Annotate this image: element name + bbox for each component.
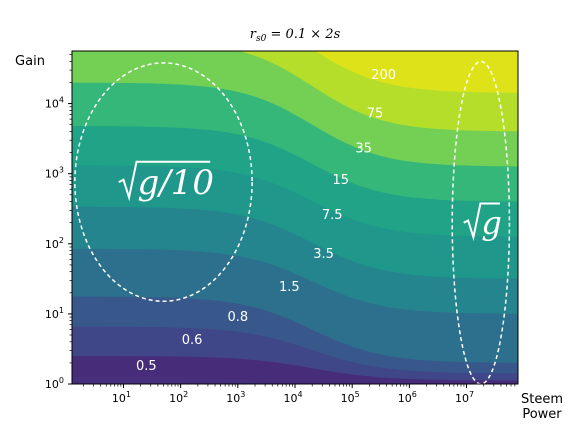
sqrt-annotation: g/10	[118, 160, 214, 203]
y-tick-label: 100	[45, 376, 64, 391]
x-tick-label: 107	[455, 390, 474, 405]
contour-label: 15	[332, 173, 349, 188]
annotation-ellipse	[74, 62, 253, 303]
contour-label: 0.8	[227, 310, 248, 325]
contour-band-0.5	[72, 356, 518, 384]
annotation-ellipse	[451, 60, 511, 385]
x-tick-label: 104	[283, 390, 302, 405]
y-axis-ticks: 100 101 102 103 104	[45, 54, 72, 391]
contour-label: 35	[355, 142, 372, 157]
contour-label: 1.5	[279, 280, 300, 295]
contour-label: 200	[371, 68, 396, 83]
contour-layers	[72, 51, 518, 384]
y-tick-label: 101	[45, 306, 64, 321]
sqrt-radical-icon	[463, 202, 500, 242]
x-tick-label: 105	[341, 390, 360, 405]
y-tick-label: 104	[45, 96, 64, 111]
x-axis-label: Power	[522, 407, 562, 422]
contour-label: 0.6	[182, 333, 203, 348]
contour-labels: 0.5 0.6 0.8 1.5 3.5 7.5 15 35 75 200	[136, 68, 396, 374]
x-tick-label: 103	[226, 390, 245, 405]
contour-label: 75	[367, 107, 384, 122]
x-tick-label: 101	[112, 390, 131, 405]
sqrt-annotation: g	[463, 202, 502, 242]
x-axis-label: Steem	[521, 392, 563, 407]
x-axis-ticks: 101 102 103 104 105 106 107	[83, 384, 516, 405]
y-tick-label: 103	[45, 166, 64, 181]
chart-title: rs0 = 0.1 × 2s	[250, 27, 341, 44]
contour-label: 3.5	[313, 247, 334, 262]
y-tick-label: 102	[45, 236, 64, 251]
sqrt-argument: g	[481, 204, 501, 242]
x-tick-label: 102	[169, 390, 188, 405]
contour-band-bottom	[72, 377, 280, 384]
y-axis-label: Gain	[15, 54, 45, 69]
sqrt-radical-icon	[118, 160, 211, 202]
x-tick-label: 106	[398, 390, 417, 405]
sqrt-argument: g/10	[137, 163, 213, 203]
contour-label: 0.5	[136, 359, 157, 374]
contour-label: 7.5	[322, 208, 343, 223]
annotations: g/10 g	[74, 60, 511, 385]
